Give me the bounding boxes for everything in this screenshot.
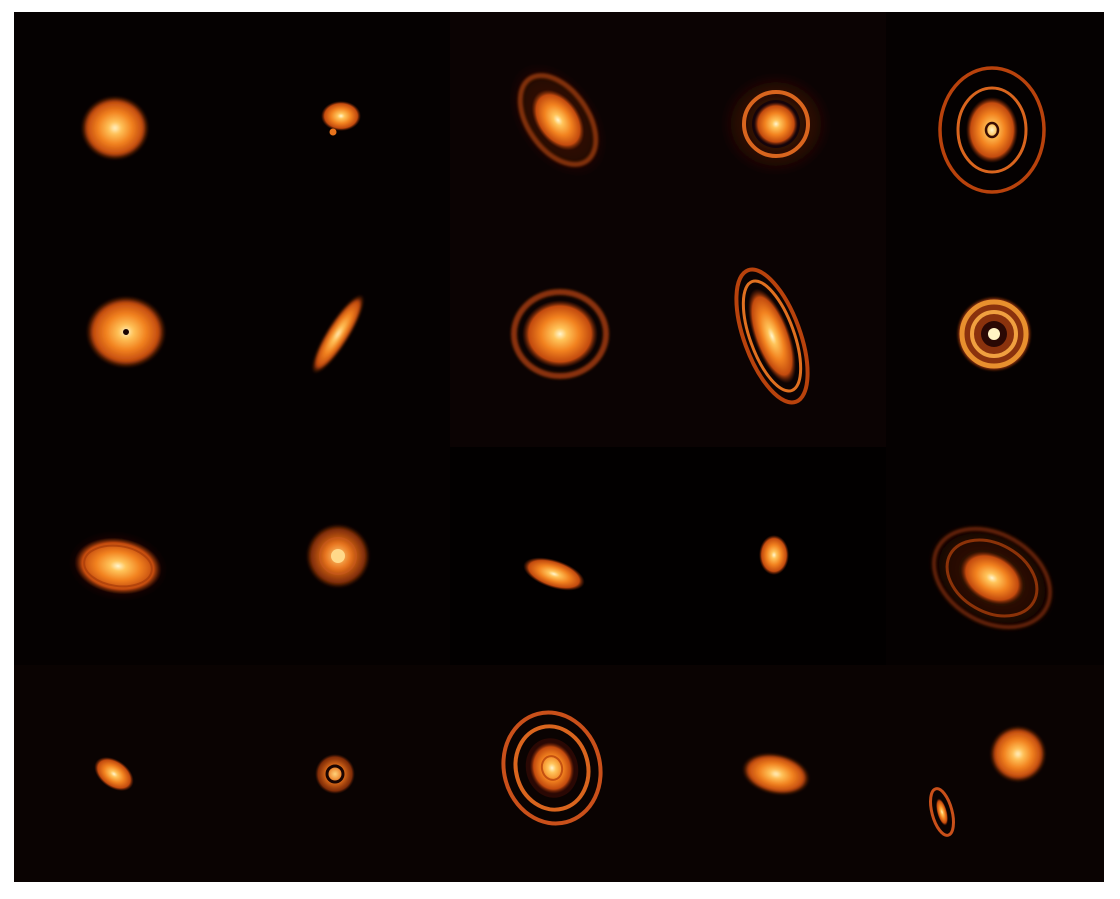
disk-r3c5 bbox=[926, 522, 1058, 634]
disk-r4c5 bbox=[929, 726, 1046, 837]
disk-r2c5 bbox=[958, 298, 1030, 370]
disk-r1c5 bbox=[938, 66, 1046, 194]
disk-r2c1 bbox=[86, 296, 166, 368]
disk-r1c4 bbox=[720, 72, 832, 176]
disk-r1c2 bbox=[321, 101, 361, 136]
disk-r3c3 bbox=[523, 557, 585, 591]
disk-mosaic bbox=[14, 12, 1104, 882]
disk-r2c2 bbox=[311, 294, 365, 374]
disk-r4c4 bbox=[742, 753, 810, 795]
disk-mosaic-svg bbox=[14, 12, 1104, 882]
disk-r1c3 bbox=[508, 62, 608, 178]
disk-r3c1 bbox=[68, 531, 168, 601]
disk-r2c4 bbox=[734, 267, 810, 405]
disk-r4c1 bbox=[94, 756, 134, 792]
disk-r4c5-secondary bbox=[929, 787, 955, 837]
disk-r3c4 bbox=[759, 535, 789, 575]
disk-r1c1 bbox=[81, 96, 149, 160]
panel-tile-r3c3 bbox=[450, 447, 886, 665]
disk-r2c3 bbox=[511, 289, 609, 379]
disk-r4c5-primary bbox=[990, 726, 1046, 782]
disk-r4c2 bbox=[315, 754, 355, 794]
disk-r4c3 bbox=[501, 710, 603, 826]
disk-r3c2 bbox=[306, 524, 370, 588]
